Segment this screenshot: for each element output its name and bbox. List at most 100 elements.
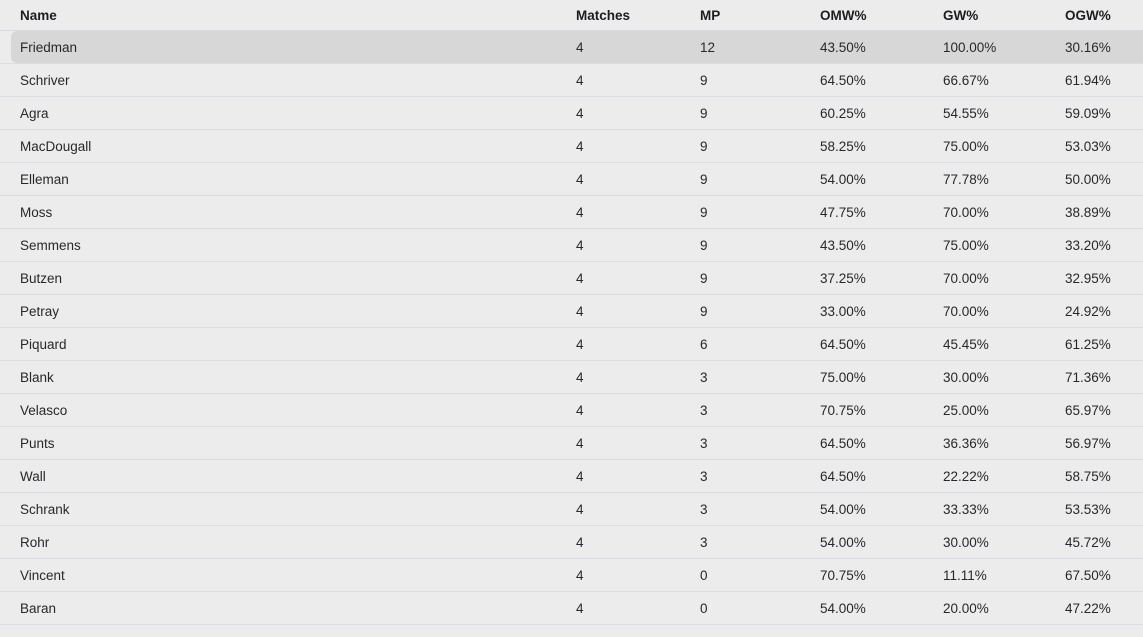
cell-mp: 3 xyxy=(700,402,708,418)
cell-ogw: 53.03% xyxy=(1065,138,1111,154)
cell-matches: 4 xyxy=(576,303,584,319)
cell-mp: 0 xyxy=(700,567,708,583)
table-row[interactable]: Wall 4 3 64.50% 22.22% 58.75% xyxy=(0,460,1143,493)
cell-name: Schriver xyxy=(20,72,70,88)
cell-gw: 75.00% xyxy=(943,138,989,154)
column-header-gw: GW% xyxy=(943,7,979,23)
table-row[interactable]: Vincent 4 0 70.75% 11.11% 67.50% xyxy=(0,559,1143,592)
cell-mp: 3 xyxy=(700,369,708,385)
cell-matches: 4 xyxy=(576,468,584,484)
table-row[interactable]: Baran 4 0 54.00% 20.00% 47.22% xyxy=(0,592,1143,625)
table-row[interactable]: Velasco 4 3 70.75% 25.00% 65.97% xyxy=(0,394,1143,427)
cell-ogw: 59.09% xyxy=(1065,105,1111,121)
cell-matches: 4 xyxy=(576,402,584,418)
cell-omw: 64.50% xyxy=(820,336,866,352)
cell-name: Butzen xyxy=(20,270,63,286)
cell-gw: 77.78% xyxy=(943,171,989,187)
table-row[interactable]: Blank 4 3 75.00% 30.00% 71.36% xyxy=(0,361,1143,394)
cell-gw: 45.45% xyxy=(943,336,989,352)
cell-gw: 25.00% xyxy=(943,402,989,418)
cell-name: Vincent xyxy=(20,567,65,583)
column-header-name: Name xyxy=(20,7,57,23)
cell-name: Elleman xyxy=(20,171,69,187)
cell-omw: 54.00% xyxy=(820,171,866,187)
cell-mp: 3 xyxy=(700,468,708,484)
cell-omw: 60.25% xyxy=(820,105,866,121)
column-header-mp: MP xyxy=(700,7,721,23)
table-row[interactable]: Friedman 4 12 43.50% 100.00% 30.16% xyxy=(0,31,1143,64)
cell-omw: 64.50% xyxy=(820,468,866,484)
cell-name: Semmens xyxy=(20,237,81,253)
cell-ogw: 56.97% xyxy=(1065,435,1111,451)
column-header-matches: Matches xyxy=(576,7,631,23)
cell-gw: 22.22% xyxy=(943,468,989,484)
cell-mp: 9 xyxy=(700,237,708,253)
table-row[interactable]: Elleman 4 9 54.00% 77.78% 50.00% xyxy=(0,163,1143,196)
cell-gw: 75.00% xyxy=(943,237,989,253)
cell-ogw: 38.89% xyxy=(1065,204,1111,220)
table-row[interactable]: Butzen 4 9 37.25% 70.00% 32.95% xyxy=(0,262,1143,295)
cell-ogw: 61.25% xyxy=(1065,336,1111,352)
cell-gw: 11.11% xyxy=(943,567,987,583)
table-row[interactable]: Petray 4 9 33.00% 70.00% 24.92% xyxy=(0,295,1143,328)
cell-matches: 4 xyxy=(576,567,584,583)
cell-ogw: 65.97% xyxy=(1065,402,1111,418)
cell-name: Punts xyxy=(20,435,55,451)
cell-matches: 4 xyxy=(576,534,584,550)
cell-mp: 9 xyxy=(700,303,708,319)
cell-omw: 54.00% xyxy=(820,534,866,550)
cell-name: MacDougall xyxy=(20,138,92,154)
cell-mp: 9 xyxy=(700,270,708,286)
cell-omw: 54.00% xyxy=(820,501,866,517)
table-body: Friedman 4 12 43.50% 100.00% 30.16% Schr… xyxy=(0,31,1143,625)
table-row[interactable]: Moss 4 9 47.75% 70.00% 38.89% xyxy=(0,196,1143,229)
cell-ogw: 71.36% xyxy=(1065,369,1111,385)
cell-matches: 4 xyxy=(576,369,584,385)
cell-name: Piquard xyxy=(20,336,67,352)
cell-gw: 66.67% xyxy=(943,72,989,88)
cell-matches: 4 xyxy=(576,138,584,154)
cell-matches: 4 xyxy=(576,336,584,352)
cell-mp: 9 xyxy=(700,171,708,187)
cell-mp: 12 xyxy=(700,39,716,55)
cell-mp: 9 xyxy=(700,105,708,121)
cell-ogw: 24.92% xyxy=(1065,303,1111,319)
cell-matches: 4 xyxy=(576,72,584,88)
cell-gw: 30.00% xyxy=(943,534,989,550)
cell-ogw: 58.75% xyxy=(1065,468,1111,484)
table-row[interactable]: Agra 4 9 60.25% 54.55% 59.09% xyxy=(0,97,1143,130)
cell-name: Rohr xyxy=(20,534,50,550)
cell-matches: 4 xyxy=(576,501,584,517)
cell-gw: 36.36% xyxy=(943,435,989,451)
cell-matches: 4 xyxy=(576,204,584,220)
cell-name: Petray xyxy=(20,303,60,319)
cell-gw: 54.55% xyxy=(943,105,989,121)
cell-ogw: 50.00% xyxy=(1065,171,1111,187)
cell-ogw: 47.22% xyxy=(1065,600,1111,616)
cell-omw: 37.25% xyxy=(820,270,866,286)
cell-name: Baran xyxy=(20,600,57,616)
cell-matches: 4 xyxy=(576,105,584,121)
cell-gw: 70.00% xyxy=(943,204,989,220)
cell-gw: 20.00% xyxy=(943,600,989,616)
cell-name: Friedman xyxy=(20,39,78,55)
cell-gw: 33.33% xyxy=(943,501,989,517)
cell-matches: 4 xyxy=(576,600,584,616)
table-header-row: Name Matches MP OMW% GW% OGW% xyxy=(0,0,1143,31)
table-row[interactable]: Piquard 4 6 64.50% 45.45% 61.25% xyxy=(0,328,1143,361)
table-row[interactable]: Schriver 4 9 64.50% 66.67% 61.94% xyxy=(0,64,1143,97)
table-row[interactable]: Punts 4 3 64.50% 36.36% 56.97% xyxy=(0,427,1143,460)
cell-gw: 70.00% xyxy=(943,303,989,319)
cell-omw: 64.50% xyxy=(820,435,866,451)
cell-ogw: 45.72% xyxy=(1065,534,1111,550)
cell-ogw: 33.20% xyxy=(1065,237,1111,253)
cell-mp: 3 xyxy=(700,501,708,517)
cell-name: Moss xyxy=(20,204,53,220)
table-row[interactable]: Semmens 4 9 43.50% 75.00% 33.20% xyxy=(0,229,1143,262)
table-row[interactable]: MacDougall 4 9 58.25% 75.00% 53.03% xyxy=(0,130,1143,163)
table-row[interactable]: Schrank 4 3 54.00% 33.33% 53.53% xyxy=(0,493,1143,526)
cell-name: Agra xyxy=(20,105,49,121)
table-row[interactable]: Rohr 4 3 54.00% 30.00% 45.72% xyxy=(0,526,1143,559)
cell-mp: 9 xyxy=(700,72,708,88)
cell-mp: 0 xyxy=(700,600,708,616)
